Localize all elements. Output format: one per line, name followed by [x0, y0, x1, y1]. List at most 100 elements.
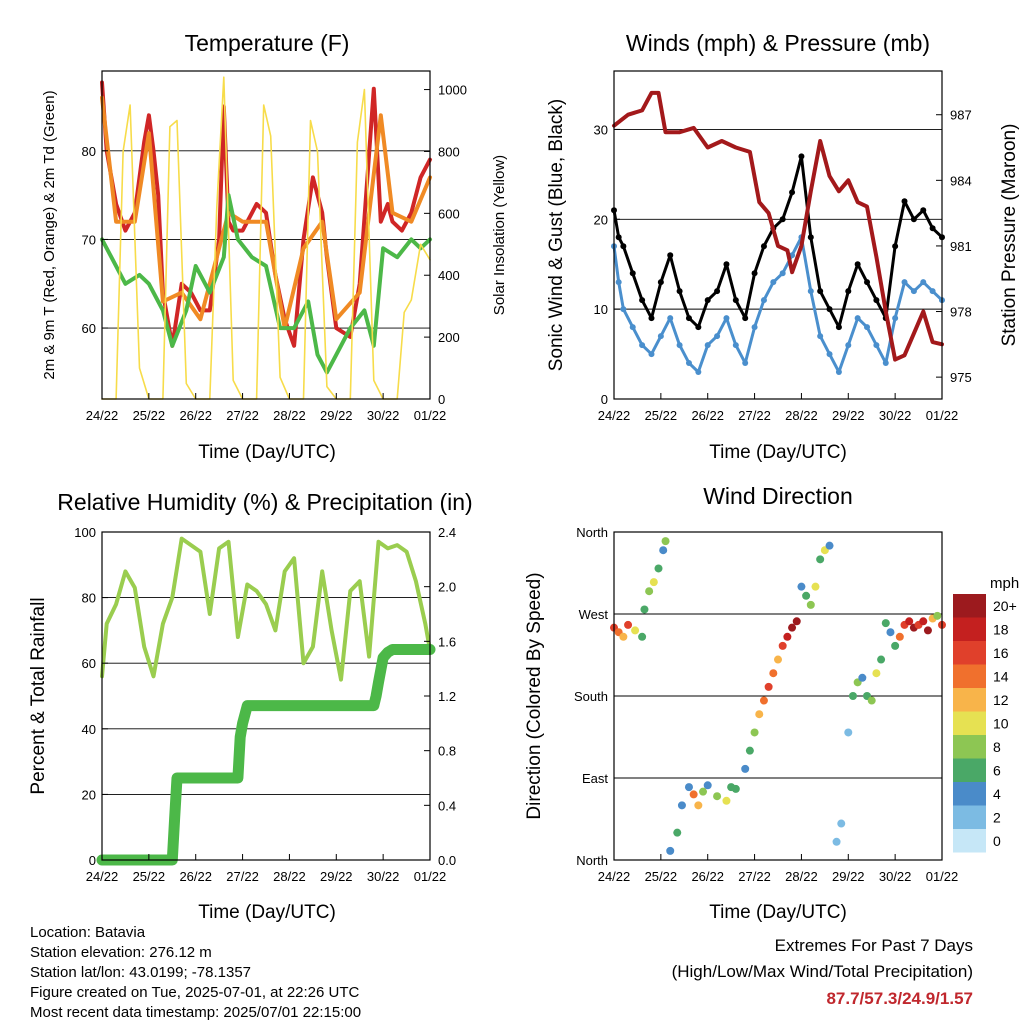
direction-point	[905, 617, 914, 626]
series-point	[807, 234, 814, 241]
x-tick-label: 29/22	[832, 869, 865, 884]
direction-point	[673, 828, 682, 837]
direction-point	[891, 641, 900, 650]
series-line-0	[100, 536, 432, 682]
direction-point	[832, 837, 841, 846]
direction-point	[661, 537, 670, 546]
series-point	[723, 315, 730, 322]
x-tick-label: 01/22	[926, 408, 959, 423]
direction-point	[654, 564, 663, 573]
colorbar-label: 20+	[993, 598, 1017, 614]
series-point	[920, 207, 927, 214]
extremes-subheading: (High/Low/Max Wind/Total Precipitation)	[672, 962, 973, 981]
y2-tick-label: 978	[950, 305, 972, 320]
direction-point	[867, 696, 876, 705]
series-point	[817, 288, 824, 295]
direction-y-ticks: North West South East North	[574, 525, 620, 868]
x-tick-label: 24/22	[598, 869, 631, 884]
x-tick-label: 27/22	[226, 869, 259, 884]
humidity-y-ticks: 0 20 40 60 80 100	[74, 525, 108, 868]
x-tick-label: 27/22	[738, 869, 771, 884]
humidity-series	[96, 536, 436, 866]
y2-tick-label: 1.2	[438, 689, 456, 704]
series-point	[779, 216, 786, 223]
series-point	[685, 360, 692, 367]
series-point	[714, 333, 721, 340]
colorbar-label: 12	[993, 692, 1009, 708]
series-point	[835, 369, 842, 376]
series-point	[732, 297, 739, 304]
y2-tick-label: 0	[438, 392, 445, 407]
series-point	[901, 198, 908, 205]
series-point	[685, 315, 692, 322]
direction-point	[792, 617, 801, 626]
x-tick-label: 01/22	[414, 869, 447, 884]
direction-point	[631, 626, 640, 635]
colorbar-box-4	[953, 782, 986, 806]
direction-point	[769, 669, 778, 678]
colorbar-label: 8	[993, 739, 1001, 755]
y-tick-label: West	[579, 607, 609, 622]
series-point	[657, 279, 664, 286]
series-point	[615, 234, 622, 241]
direction-point	[872, 669, 881, 678]
colorbar-box-18	[953, 617, 986, 641]
series-point	[845, 342, 852, 349]
series-point	[789, 189, 796, 196]
direction-xlabel: Time (Day/UTC)	[709, 902, 847, 923]
y-tick-label: 30	[594, 122, 608, 137]
y-tick-label: 100	[74, 525, 96, 540]
station-info: Location: Batavia Station elevation: 276…	[30, 924, 361, 1021]
direction-point	[837, 819, 846, 828]
x-tick-label: 25/22	[133, 869, 166, 884]
y-tick-label: North	[576, 525, 608, 540]
solar-ylabel: Solar Insolation (Yellow)	[491, 155, 508, 315]
y-tick-label: 40	[82, 722, 96, 737]
direction-point	[923, 626, 932, 635]
humidity-xlabel: Time (Day/UTC)	[198, 902, 336, 923]
series-point	[770, 279, 777, 286]
series-point	[695, 369, 702, 376]
colorbar-box-6	[953, 758, 986, 782]
series-point	[882, 360, 889, 367]
colorbar-label: 0	[993, 833, 1001, 849]
series-point	[892, 315, 899, 322]
x-tick-label: 26/22	[691, 408, 724, 423]
direction-point	[619, 632, 628, 641]
series-point	[929, 225, 936, 232]
y-tick-label: 0	[601, 392, 608, 407]
series-point	[835, 324, 842, 331]
y2-tick-label: 984	[950, 173, 972, 188]
direction-point	[759, 696, 768, 705]
series-point	[854, 315, 861, 322]
direction-grid	[614, 613, 942, 779]
direction-points	[610, 537, 946, 855]
x-tick-label: 01/22	[414, 408, 447, 423]
y2-tick-label: 975	[950, 370, 972, 385]
series-point	[695, 324, 702, 331]
humidity-title: Relative Humidity (%) & Precipitation (i…	[57, 489, 472, 515]
wind-title: Winds (mph) & Pressure (mb)	[626, 30, 930, 56]
direction-point	[844, 728, 853, 737]
x-tick-label: 28/22	[273, 869, 306, 884]
y2-tick-label: 1000	[438, 83, 467, 98]
series-point	[639, 297, 646, 304]
series-point	[873, 342, 880, 349]
colorbar-box-16	[953, 641, 986, 665]
direction-point	[825, 541, 834, 550]
temperature-title: Temperature (F)	[185, 30, 350, 56]
series-point	[723, 261, 730, 268]
series-point	[901, 279, 908, 286]
y2-tick-label: 2.4	[438, 525, 456, 540]
x-tick-label: 01/22	[926, 869, 959, 884]
series-point	[817, 333, 824, 340]
direction-point	[640, 605, 649, 614]
series-point	[704, 297, 711, 304]
series-point	[615, 279, 622, 286]
series-point	[751, 270, 758, 277]
x-tick-label: 29/22	[832, 408, 865, 423]
series-point	[620, 243, 627, 250]
series-point	[742, 360, 749, 367]
series-point	[873, 297, 880, 304]
x-tick-label: 24/22	[86, 869, 119, 884]
